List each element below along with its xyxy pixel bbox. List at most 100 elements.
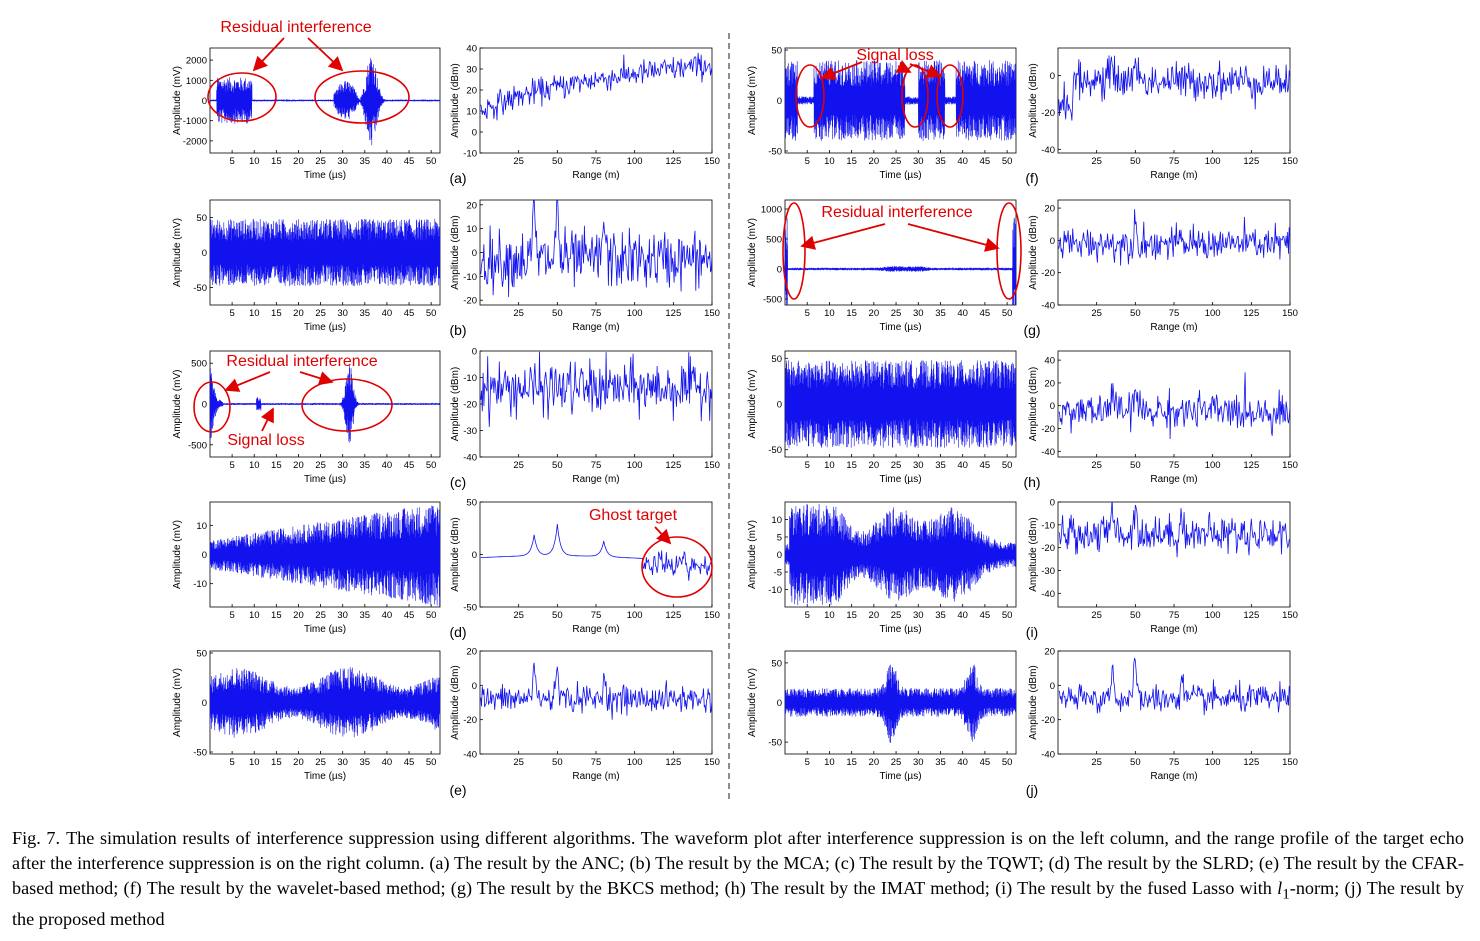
subfigure-label-f: (f) [1025,170,1038,186]
x-tick-label-range-d: 125 [665,610,681,621]
x-tick-label-wave-b: 40 [382,308,393,319]
y-tick-label-range-g: 0 [1050,236,1055,247]
x-tick-label-range-b: 25 [513,308,524,319]
y-tick-label-range-i: -10 [1041,520,1055,531]
x-tick-label-range-e: 75 [591,757,602,768]
x-tick-label-wave-i: 20 [869,610,880,621]
annotation-ellipse-f-3 [936,64,964,128]
y-tick-label-wave-g: -500 [763,295,782,306]
x-tick-label-wave-h: 45 [980,460,991,471]
x-tick-label-wave-g: 15 [846,308,857,319]
y-tick-label-wave-d: 0 [202,550,207,561]
x-tick-label-wave-f: 5 [805,156,810,167]
plot-frame-range-g [1057,199,1291,306]
x-tick-label-wave-e: 35 [360,757,371,768]
x-tick-label-wave-j: 25 [891,757,902,768]
x-tick-label-range-f: 75 [1169,156,1180,167]
y-axis-label-range-i: Amplitude (dBm) [1028,517,1039,591]
x-tick-label-range-f: 125 [1243,156,1259,167]
x-axis-label-range-g: Range (m) [1150,322,1197,333]
y-tick-label-range-g: -20 [1041,268,1055,279]
annotation-arrow-a-1 [252,37,285,72]
panel-f: 5 10 15 20 25 30 35 40 45 50 50 0 -50 Time (µs) Amplit… [747,46,1298,186]
x-axis-label-range-b: Range (m) [572,322,619,333]
x-tick-label-range-c: 100 [627,460,643,471]
x-tick-label-wave-g: 40 [957,308,968,319]
y-tick-label-range-j: 20 [1044,647,1055,658]
y-tick-label-wave-j: -50 [768,738,782,749]
y-tick-label-range-d: 50 [466,498,477,509]
x-tick-label-range-i: 50 [1130,610,1141,621]
y-tick-label-wave-c: -500 [188,440,207,451]
x-tick-label-wave-a: 40 [382,156,393,167]
x-tick-label-wave-b: 10 [249,308,260,319]
range-profile-series-b [480,200,712,298]
x-tick-label-wave-h: 40 [957,460,968,471]
subfigure-label-c: (c) [450,474,466,490]
x-tick-label-range-e: 25 [513,757,524,768]
x-axis-label-wave-e: Time (µs) [304,771,346,782]
subfigure-label-e: (e) [449,782,466,798]
x-tick-label-wave-c: 20 [293,460,304,471]
x-axis-label-range-j: Range (m) [1150,771,1197,782]
x-tick-label-range-a: 150 [704,156,720,167]
x-tick-label-wave-i: 35 [935,610,946,621]
y-axis-label-wave-f: Amplitude (mV) [747,66,758,135]
y-axis-label-range-a: Amplitude (dBm) [450,63,461,137]
x-tick-label-range-e: 50 [552,757,563,768]
annotation-arrow-g-2 [907,223,1000,252]
x-tick-label-wave-i: 45 [980,610,991,621]
x-axis-label-wave-j: Time (µs) [879,771,921,782]
x-tick-label-wave-i: 50 [1002,610,1013,621]
y-tick-label-range-a: -10 [463,149,477,160]
x-tick-label-wave-c: 50 [426,460,437,471]
y-tick-label-range-c: -30 [463,426,477,437]
x-tick-label-wave-g: 5 [805,308,810,319]
x-tick-label-range-f: 100 [1205,156,1221,167]
y-tick-label-wave-c: 0 [202,400,207,411]
waveform-series-h [785,360,1016,448]
annotation-arrow-f-3 [909,63,942,79]
y-tick-label-range-d: 0 [472,550,477,561]
x-tick-label-range-j: 25 [1091,757,1102,768]
y-tick-label-range-h: -40 [1041,447,1055,458]
y-axis-label-wave-h: Amplitude (mV) [747,370,758,439]
subfigure-label-b: (b) [449,322,466,338]
subfigure-label-i: (i) [1026,624,1038,640]
waveform-series-b [210,218,440,287]
x-tick-label-wave-i: 15 [846,610,857,621]
annotation-ellipse-f-1 [795,64,825,128]
y-tick-label-wave-e: 0 [202,698,207,709]
y-tick-label-range-h: -20 [1041,424,1055,435]
x-tick-label-range-i: 125 [1243,610,1259,621]
x-tick-label-wave-f: 15 [846,156,857,167]
panel-e: 5 10 15 20 25 30 35 40 45 50 50 0 -50 Time (µs) Amplit… [172,647,720,799]
x-tick-label-range-d: 150 [704,610,720,621]
y-tick-label-wave-f: -50 [768,146,782,157]
x-tick-label-wave-e: 50 [426,757,437,768]
x-tick-label-wave-d: 35 [360,610,371,621]
y-axis-label-wave-e: Amplitude (mV) [172,668,183,737]
y-tick-label-wave-a: 2000 [186,56,207,67]
y-axis-label-wave-a: Amplitude (mV) [172,66,183,135]
x-axis-label-range-c: Range (m) [572,474,619,485]
y-axis-label-range-c: Amplitude (dBm) [450,367,461,441]
y-tick-label-range-h: 0 [1050,401,1055,412]
x-tick-label-wave-c: 10 [249,460,260,471]
y-tick-label-range-h: 40 [1044,356,1055,367]
waveform-series-g [785,217,1016,305]
y-tick-label-wave-d: 10 [196,521,207,532]
range-profile-series-f [1058,55,1290,121]
waveform-series-f [785,60,1016,141]
x-tick-label-wave-a: 30 [337,156,348,167]
y-tick-label-range-b: -20 [463,296,477,307]
annotation-ellipse-c-1 [193,381,231,433]
x-tick-label-wave-e: 45 [404,757,415,768]
x-axis-label-wave-a: Time (µs) [304,170,346,181]
y-tick-label-wave-i: 10 [771,515,782,526]
x-tick-label-wave-j: 15 [846,757,857,768]
waveform-series-d [210,505,440,607]
annotation-text-c-1: Residual interference [226,353,377,370]
x-axis-label-wave-c: Time (µs) [304,474,346,485]
